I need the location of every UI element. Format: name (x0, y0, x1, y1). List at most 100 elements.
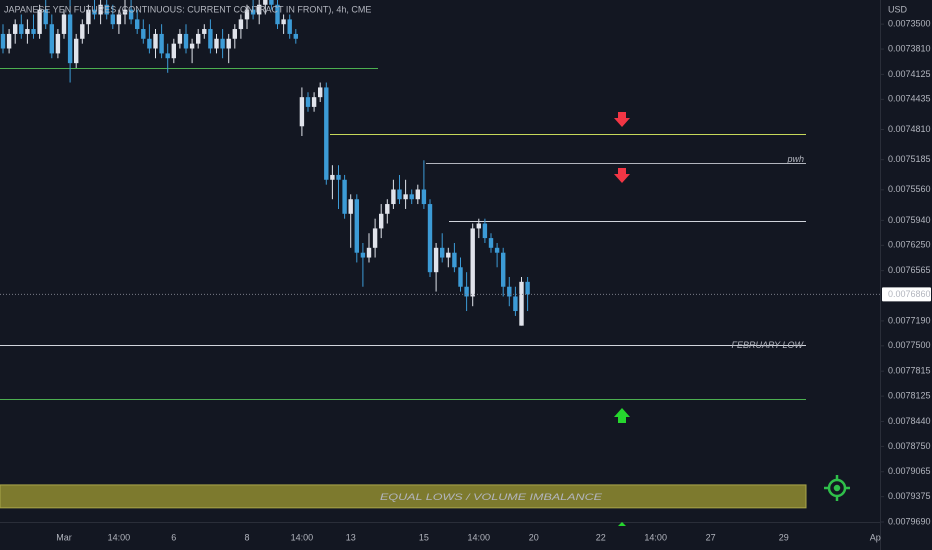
candle-body (415, 189, 420, 200)
candle-body (19, 24, 24, 34)
candle-body (519, 281, 524, 326)
y-tick-label: 0.0074125 (888, 69, 931, 79)
candle-body (409, 194, 414, 200)
candle-body (13, 24, 18, 34)
candle-body (281, 19, 286, 25)
candle-body (275, 4, 280, 25)
candle-body (116, 14, 122, 25)
y-tick-label: 0.0079065 (888, 466, 931, 476)
candle-body (202, 29, 207, 34)
candle-body (232, 29, 237, 39)
y-tick-label: 0.0079375 (888, 491, 931, 501)
y-tick-label: 0.0074810 (888, 124, 931, 134)
candle-body (391, 189, 396, 205)
candle-body (55, 33, 61, 54)
last-price-box (882, 287, 931, 302)
candle-body (293, 33, 298, 39)
candle-body (452, 252, 457, 268)
y-tick-label: 0.0077500 (888, 340, 931, 350)
candle-body (183, 33, 189, 49)
candle-body (403, 194, 408, 200)
candle-body (37, 9, 42, 34)
candle-body (433, 247, 439, 273)
candle-body (440, 247, 445, 258)
candle-body (177, 33, 183, 44)
chart-title: JAPANESE YEN FUTURES (CONTINUOUS: CURREN… (4, 4, 371, 14)
x-tick-label: 15 (419, 532, 429, 542)
candle-body (342, 179, 347, 214)
y-tick-label: 0.0078440 (888, 416, 931, 426)
candle-body (482, 223, 488, 239)
candle-body (379, 213, 384, 229)
candle-body (110, 14, 115, 25)
candle-body (269, 0, 274, 5)
candle-body (299, 97, 305, 127)
y-tick-label: 0.0078125 (888, 390, 931, 400)
candle-body (372, 228, 378, 248)
candle-body (189, 43, 195, 49)
candle-body (0, 33, 6, 49)
candle-body (159, 33, 164, 54)
x-tick-label: 20 (529, 532, 539, 542)
candle-body (494, 247, 500, 253)
x-tick-label: 14:00 (108, 532, 131, 542)
candle-body (336, 174, 341, 180)
candle-body (31, 29, 36, 34)
x-tick-label: 14:00 (291, 532, 314, 542)
level-label: FEBRUARY LOW (731, 340, 804, 350)
candle-body (6, 33, 12, 49)
candle-body (421, 189, 427, 205)
candle-body (250, 9, 256, 15)
y-tick-label: 0.0075185 (888, 154, 931, 164)
candle-body (135, 19, 140, 30)
candle-body (147, 38, 152, 49)
candle-body (220, 38, 225, 49)
candle-body (311, 97, 317, 107)
candle-body (385, 204, 390, 214)
x-tick-label: 22 (596, 532, 606, 542)
candle-body (366, 247, 372, 258)
x-tick-label: 27 (706, 532, 716, 542)
candle-body (476, 223, 481, 229)
candle-body (488, 238, 494, 248)
y-tick-label: 0.0074435 (888, 94, 931, 104)
candle-body (67, 14, 73, 64)
candle-body (397, 189, 402, 200)
x-tick-label: Ap (870, 532, 881, 542)
level-label: pwh (786, 154, 804, 164)
candle-body (263, 0, 268, 5)
candle-body (525, 281, 530, 295)
candle-body (171, 43, 176, 59)
candle-body (446, 252, 451, 258)
zone-label: EQUAL LOWS / VOLUME IMBALANCE (380, 492, 603, 502)
candle-body (257, 4, 262, 15)
candle-body (507, 286, 512, 297)
y-tick-label: 0.0073810 (888, 43, 931, 53)
candle-body (458, 267, 463, 287)
x-tick-label: 8 (244, 532, 249, 542)
x-tick-label: 13 (346, 532, 356, 542)
candle-body (25, 29, 30, 34)
candle-body (464, 286, 469, 297)
candle-body (165, 53, 170, 59)
y-tick-label: 0.0075940 (888, 215, 931, 225)
candle-body (80, 24, 85, 39)
target-icon[interactable] (824, 475, 850, 501)
x-tick-label: 6 (171, 532, 176, 542)
y-tick-label: 0.0073500 (888, 19, 931, 29)
x-tick-label: 14:00 (468, 532, 491, 542)
last-price-label: 0.0076860 (888, 289, 931, 299)
plot (0, 0, 807, 509)
x-tick-label: Mar (56, 532, 72, 542)
currency-label: USD (888, 4, 908, 14)
candle-body (43, 9, 48, 25)
candle-body (92, 9, 97, 15)
x-tick-label: 29 (779, 532, 789, 542)
candle-body (104, 4, 109, 15)
candle-body (427, 204, 433, 273)
candle-body (318, 87, 323, 98)
candle-body (214, 38, 219, 49)
candle-body (98, 4, 103, 15)
candle-body (196, 33, 201, 44)
candle-body (153, 33, 158, 49)
